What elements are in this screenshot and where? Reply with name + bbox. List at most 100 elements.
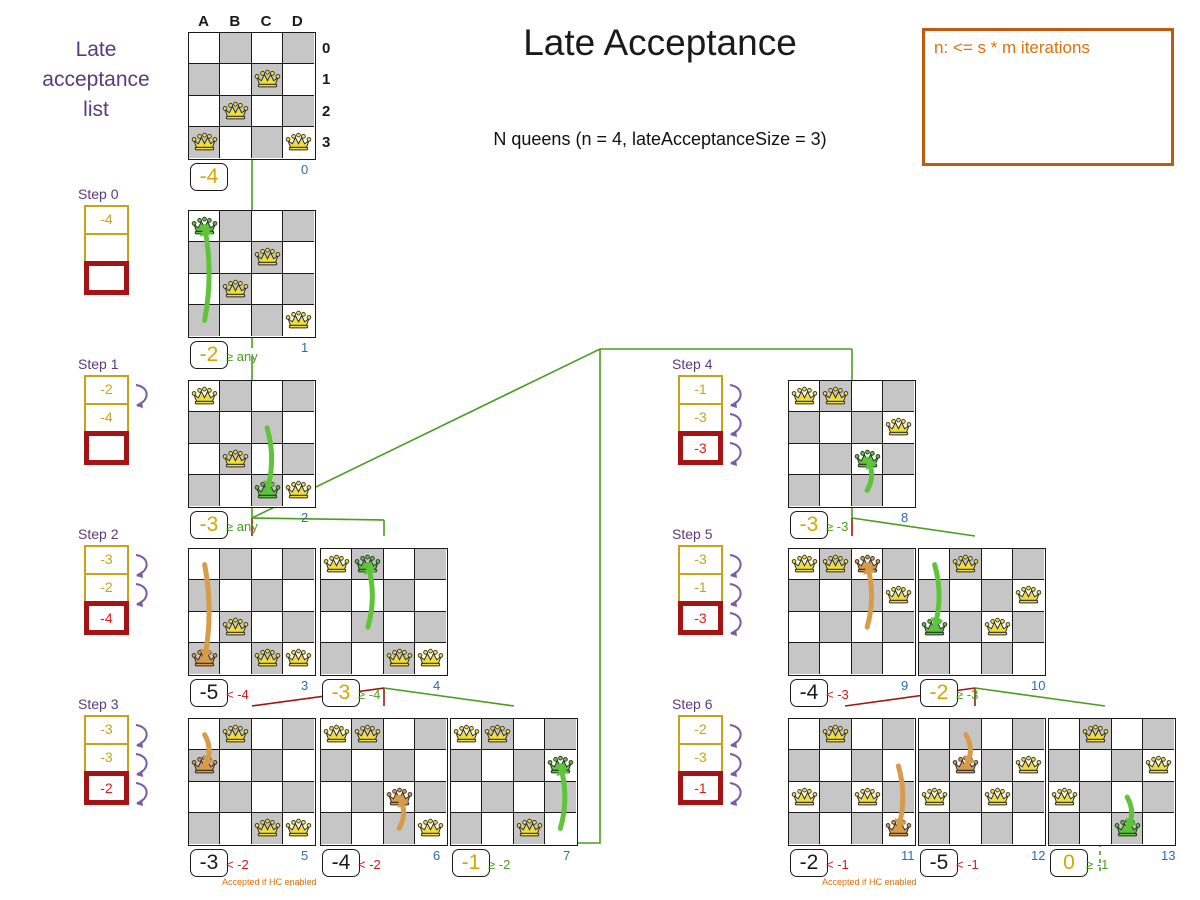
board-square[interactable] — [482, 750, 514, 782]
queen-piece[interactable] — [484, 723, 511, 746]
board-square[interactable] — [321, 781, 353, 813]
board-square[interactable] — [820, 580, 852, 612]
queen-piece[interactable] — [1015, 754, 1042, 777]
board-square[interactable] — [950, 611, 982, 643]
board-square[interactable] — [1142, 750, 1174, 782]
board-square[interactable] — [1012, 719, 1044, 751]
chess-board[interactable] — [188, 718, 316, 846]
board-square[interactable] — [851, 642, 883, 674]
board-square[interactable] — [282, 580, 314, 612]
board-square[interactable] — [251, 580, 283, 612]
board-square[interactable] — [851, 412, 883, 444]
board-square[interactable] — [321, 750, 353, 782]
board-square[interactable] — [820, 719, 852, 751]
board-square[interactable] — [513, 781, 545, 813]
board-square[interactable] — [251, 611, 283, 643]
board-square[interactable] — [451, 781, 483, 813]
board-square[interactable] — [482, 812, 514, 844]
board-square[interactable] — [282, 412, 314, 444]
board-square[interactable] — [220, 549, 252, 581]
chess-board[interactable] — [788, 548, 916, 676]
board-square[interactable] — [282, 33, 314, 65]
queen-piece[interactable] — [222, 100, 249, 123]
queen-piece[interactable] — [254, 68, 281, 91]
queen-piece[interactable] — [822, 385, 849, 408]
board-square[interactable] — [789, 812, 821, 844]
board-square[interactable] — [321, 611, 353, 643]
queen-piece[interactable] — [222, 616, 249, 639]
board-square[interactable] — [321, 719, 353, 751]
board-square[interactable] — [882, 412, 914, 444]
board-square[interactable] — [251, 381, 283, 413]
queen-piece[interactable] — [222, 278, 249, 301]
queen-piece[interactable] — [323, 723, 350, 746]
board-square[interactable] — [251, 95, 283, 127]
queen-piece[interactable] — [885, 584, 912, 607]
board-square[interactable] — [251, 126, 283, 158]
board-square[interactable] — [220, 242, 252, 274]
queen-piece[interactable] — [984, 786, 1011, 809]
chess-board[interactable] — [188, 380, 316, 508]
board-square[interactable] — [321, 580, 353, 612]
board-square[interactable] — [513, 750, 545, 782]
board-square[interactable] — [544, 750, 576, 782]
board-square[interactable] — [414, 580, 446, 612]
board-square[interactable] — [820, 812, 852, 844]
board-square[interactable] — [820, 781, 852, 813]
board-square[interactable] — [383, 750, 415, 782]
chess-board[interactable] — [450, 718, 578, 846]
board-square[interactable] — [851, 812, 883, 844]
board-square[interactable] — [189, 781, 221, 813]
board-square[interactable] — [251, 33, 283, 65]
queen-piece[interactable] — [285, 647, 312, 670]
board-square[interactable] — [851, 549, 883, 581]
board-square[interactable] — [789, 719, 821, 751]
board-square[interactable] — [789, 750, 821, 782]
chess-board[interactable] — [1048, 718, 1176, 846]
board-square[interactable] — [251, 273, 283, 305]
board-square[interactable] — [789, 474, 821, 506]
board-square[interactable] — [1049, 781, 1081, 813]
board-square[interactable] — [282, 95, 314, 127]
queen-piece[interactable] — [952, 553, 979, 576]
board-square[interactable] — [220, 211, 252, 243]
board-square[interactable] — [321, 642, 353, 674]
queen-piece[interactable] — [921, 616, 948, 639]
board-square[interactable] — [189, 242, 221, 274]
board-square[interactable] — [451, 812, 483, 844]
board-square[interactable] — [1111, 719, 1143, 751]
board-square[interactable] — [882, 781, 914, 813]
chess-board[interactable] — [788, 380, 916, 508]
board-square[interactable] — [544, 719, 576, 751]
board-square[interactable] — [981, 719, 1013, 751]
board-square[interactable] — [282, 273, 314, 305]
board-square[interactable] — [189, 95, 221, 127]
queen-piece[interactable] — [323, 553, 350, 576]
board-square[interactable] — [251, 304, 283, 336]
board-square[interactable] — [1142, 781, 1174, 813]
board-square[interactable] — [251, 443, 283, 475]
queen-piece[interactable] — [191, 385, 218, 408]
board-square[interactable] — [282, 242, 314, 274]
board-square[interactable] — [820, 412, 852, 444]
board-square[interactable] — [352, 812, 384, 844]
board-square[interactable] — [882, 549, 914, 581]
board-square[interactable] — [851, 381, 883, 413]
chess-board[interactable] — [918, 548, 1046, 676]
board-square[interactable] — [282, 381, 314, 413]
board-square[interactable] — [1080, 812, 1112, 844]
board-square[interactable] — [189, 381, 221, 413]
queen-piece[interactable] — [516, 817, 543, 840]
queen-piece[interactable] — [854, 786, 881, 809]
queen-piece[interactable] — [984, 616, 1011, 639]
board-square[interactable] — [282, 64, 314, 96]
board-square[interactable] — [1012, 580, 1044, 612]
board-square[interactable] — [789, 443, 821, 475]
board-square[interactable] — [414, 611, 446, 643]
board-square[interactable] — [352, 580, 384, 612]
board-square[interactable] — [981, 549, 1013, 581]
board-square[interactable] — [282, 549, 314, 581]
board-square[interactable] — [220, 474, 252, 506]
board-square[interactable] — [282, 211, 314, 243]
board-square[interactable] — [950, 750, 982, 782]
